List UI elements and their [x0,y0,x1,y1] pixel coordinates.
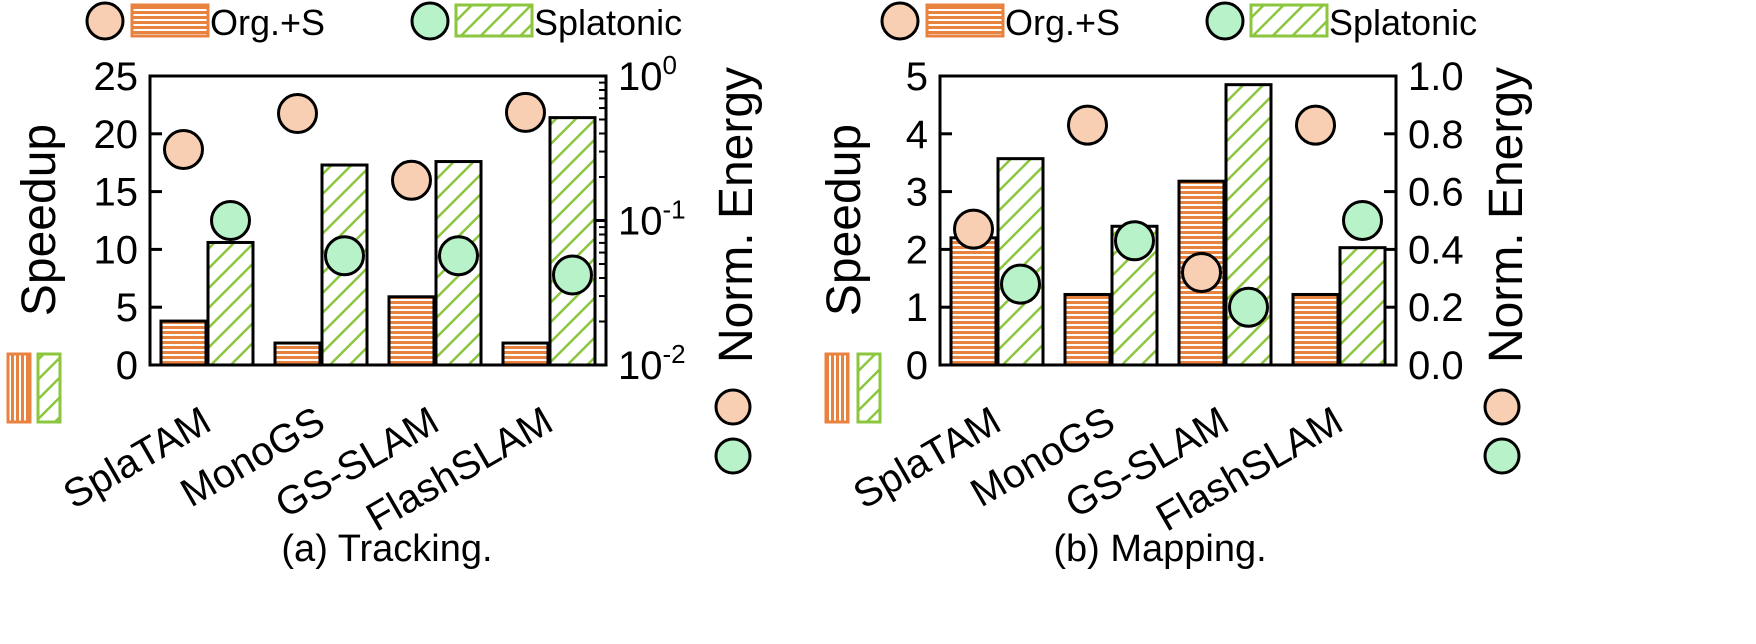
org-speedup-bar [501,341,550,367]
mapping-panel: Org.+S Splatonic 0 1 2 3 4 5 0.0 0.2 0.4 0.6 0.8 1… [818,1,1533,570]
y-axis-ticks: 0 1 2 3 4 5 [906,55,952,388]
y2-axis-splatonic-marker [714,437,752,475]
y2-axis-title: Norm. Energy [710,67,763,363]
splatonic-energy-marker [552,254,593,296]
y-axis-title: Speedup [818,124,871,316]
y-tick-label: 3 [906,171,928,215]
legend-org-label: Org.+S [1005,2,1120,43]
energy-markers [953,104,1383,328]
splatonic-energy-marker [1000,263,1041,305]
legend-splatonic-speedup-swatch [1249,3,1329,38]
y-tick-label: 0 [906,344,928,388]
legend-org-energy-marker [85,1,125,41]
y-axis-title: Speedup [13,124,66,316]
org-speedup-bar [949,236,998,367]
y-axis-ticks: 0 5 10 15 20 25 [94,55,162,388]
legend-org-energy-marker [880,1,920,41]
org-energy-marker [1295,104,1336,146]
org-speedup-bar [1291,292,1340,367]
splatonic-energy-marker [1342,200,1383,241]
legend: Org.+S Splatonic [85,1,682,43]
y2-tick-label: 0.8 [1408,113,1464,157]
y2-tick-label: 10-2 [618,339,686,388]
splatonic-energy-marker [1228,286,1269,328]
y-axis-org-swatch [6,352,32,424]
y-tick-label: 5 [116,286,138,330]
y-tick-label: 10 [94,228,139,272]
org-energy-marker [391,159,432,201]
y-tick-label: 5 [906,55,928,99]
y-tick-label: 25 [94,55,139,99]
y2-axis-title: Norm. Energy [1480,67,1533,363]
splatonic-speedup-bar [548,116,597,367]
y-tick-label: 20 [94,113,139,157]
y-tick-label: 0 [116,344,138,388]
y2-tick-label: 100 [618,50,677,99]
y2-tick-label: 1.0 [1408,55,1464,99]
y-tick-label: 1 [906,286,928,330]
org-energy-marker [1181,252,1222,294]
y-tick-label: 15 [94,171,139,215]
y2-axis-org-marker [1483,388,1521,426]
org-energy-marker [953,208,994,250]
y2-axis-splatonic-marker [1483,437,1521,475]
y2-axis-legend-markers [714,388,752,475]
y2-tick-label: 0.0 [1408,344,1464,388]
panel-caption: (a) Tracking. [281,528,492,570]
y2-axis-legend-markers [1483,388,1521,475]
legend-org-speedup-swatch [130,3,210,38]
org-speedup-bar [159,319,208,367]
plot-frame [938,74,1398,367]
splatonic-energy-marker [1114,220,1155,262]
panel-caption: (b) Mapping. [1053,528,1266,570]
y2-axis-ticks: 0.0 0.2 0.4 0.6 0.8 1.0 [1384,55,1464,388]
splatonic-speedup-bar [1338,246,1387,367]
org-energy-marker [277,93,318,135]
y2-tick-label: 10-1 [618,195,686,244]
org-speedup-bar [387,295,436,367]
y2-tick-label: 0.6 [1408,171,1464,215]
legend-splatonic-label: Splatonic [1329,2,1477,43]
splatonic-speedup-bar [206,240,255,367]
y-axis-org-swatch [824,352,850,424]
org-speedup-bar [273,341,322,367]
legend-org-label: Org.+S [210,2,325,43]
y-tick-label: 4 [906,113,928,157]
splatonic-energy-marker [324,235,365,277]
speedup-bars [159,116,597,367]
y-axis-legend-swatches [824,352,882,424]
org-energy-marker [1067,104,1108,146]
legend-splatonic-label: Splatonic [534,2,682,43]
org-speedup-bar [1063,292,1112,367]
legend-org-speedup-swatch [925,3,1005,38]
splatonic-energy-marker [438,235,479,277]
splatonic-speedup-bar [996,157,1045,367]
y2-axis-ticks: 10-2 10-1 100 [594,50,686,388]
y2-tick-label: 0.4 [1408,228,1464,272]
splatonic-energy-marker [210,200,251,241]
legend-splatonic-speedup-swatch [454,3,534,38]
legend-splatonic-energy-marker [1205,1,1245,41]
org-energy-marker [163,128,204,170]
y2-tick-label: 0.2 [1408,286,1464,330]
y2-axis-org-marker [714,388,752,426]
y-tick-label: 2 [906,228,928,272]
y-axis-splatonic-swatch [856,352,882,424]
y-axis-legend-swatches [6,352,62,424]
y-axis-splatonic-swatch [36,352,62,424]
energy-markers [163,91,593,296]
legend-splatonic-energy-marker [410,1,450,41]
legend: Org.+S Splatonic [880,1,1477,43]
org-energy-marker [505,91,546,133]
